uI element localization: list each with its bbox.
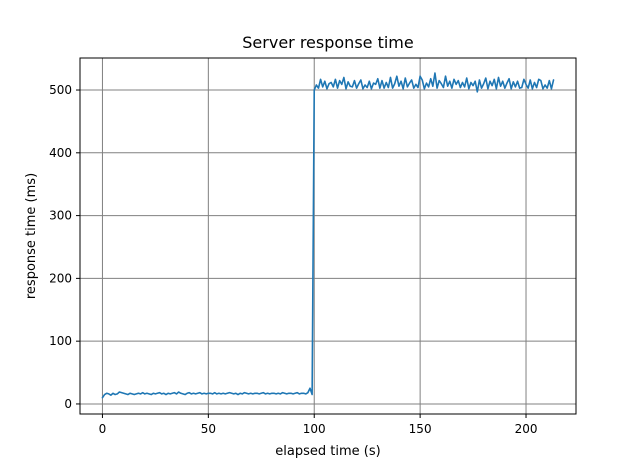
x-axis-label: elapsed time (s) xyxy=(275,444,380,459)
y-axis-label: response time (ms) xyxy=(24,173,39,299)
y-tick-label: 0 xyxy=(64,397,72,411)
y-tick-label: 400 xyxy=(49,146,72,160)
x-tick-label: 0 xyxy=(99,422,107,436)
y-tick-label: 200 xyxy=(49,271,72,285)
ticks: 0 50 100 150 200 0 100 200 300 400 500 xyxy=(49,83,537,436)
y-tick-label: 100 xyxy=(49,334,72,348)
series-layer xyxy=(101,72,555,399)
x-tick-label: 150 xyxy=(409,422,432,436)
chart-title: Server response time xyxy=(242,33,413,52)
y-tick-label: 500 xyxy=(49,83,72,97)
series-line xyxy=(101,72,555,399)
plot-frame xyxy=(79,57,577,415)
y-tick-label: 300 xyxy=(49,209,72,223)
x-tick-label: 100 xyxy=(303,422,326,436)
x-tick-label: 200 xyxy=(515,422,538,436)
x-tick-label: 50 xyxy=(201,422,216,436)
